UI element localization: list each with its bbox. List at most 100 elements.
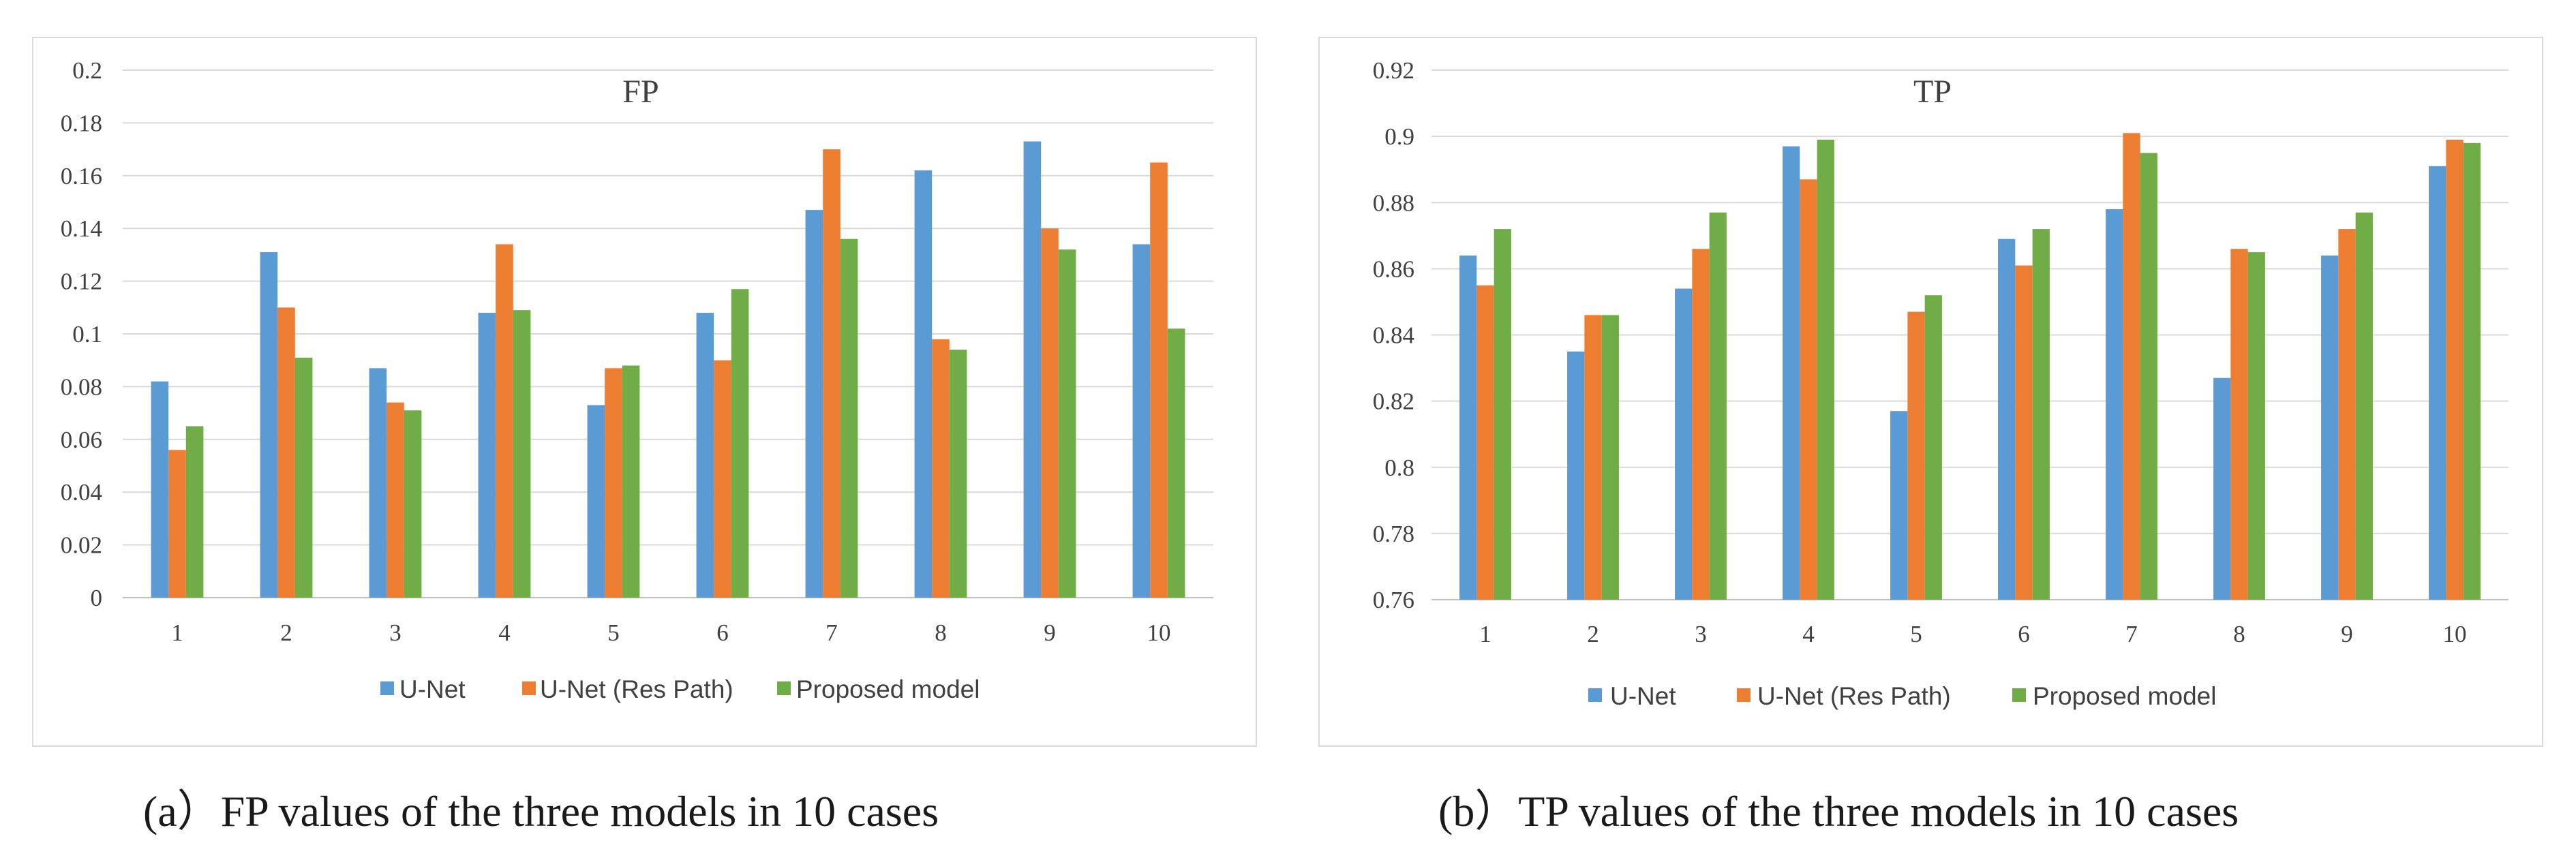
tp-bar-u-net-case-5	[1890, 411, 1908, 600]
fp-y-tick-label: 0.02	[61, 532, 102, 559]
tp-y-tick-label: 0.78	[1373, 521, 1414, 547]
fp-legend-swatch-unet-res-path	[522, 681, 536, 695]
tp-bar-proposed-model-case-3	[1709, 212, 1727, 600]
tp-x-tick-label: 7	[2125, 621, 2138, 647]
fp-y-tick-label: 0.2	[72, 57, 102, 84]
tp-legend-label-unet: U-Net	[1610, 682, 1676, 710]
tp-x-tick-label: 4	[1802, 621, 1815, 647]
fp-x-tick-label: 2	[280, 619, 292, 646]
fp-x-tick-label: 4	[498, 619, 511, 646]
fp-x-tick-label: 8	[935, 619, 947, 646]
fp-x-tick-label: 3	[389, 619, 401, 646]
tp-x-tick-label: 5	[1910, 621, 1922, 647]
fp-y-tick-label: 0.04	[61, 479, 102, 506]
tp-bar-u-net-case-1	[1459, 255, 1477, 600]
panel-fp: FP 00.020.040.060.080.10.120.140.160.180…	[32, 37, 1257, 747]
fp-bar-u-net-case-2	[260, 252, 278, 598]
tp-bar-u-net-res-path-case-2	[1584, 315, 1602, 600]
tp-x-tick-label: 3	[1695, 621, 1707, 647]
fp-y-tick-label: 0.08	[61, 373, 102, 400]
tp-y-tick-label: 0.84	[1373, 322, 1414, 349]
fp-legend-swatch-unet	[380, 681, 394, 695]
fp-x-tick-label: 10	[1147, 619, 1171, 646]
fp-x-tick-label: 1	[171, 619, 183, 646]
fp-bar-proposed-model-case-2	[294, 357, 313, 598]
tp-bar-u-net-case-8	[2213, 378, 2231, 600]
fp-bar-u-net-res-path-case-4	[496, 244, 513, 598]
tp-bars	[1459, 133, 2481, 600]
tp-bar-u-net-case-6	[1998, 239, 2016, 600]
fp-x-axis: 1 2 3 4 5 6 7 8 9 10	[171, 619, 1170, 646]
tp-bar-u-net-res-path-case-4	[1800, 179, 1817, 600]
tp-bar-proposed-model-case-8	[2247, 252, 2265, 600]
fp-bar-u-net-case-3	[369, 368, 387, 598]
tp-bar-u-net-case-2	[1567, 351, 1585, 600]
fp-bar-u-net-case-9	[1023, 141, 1042, 598]
fp-bar-proposed-model-case-4	[513, 310, 531, 598]
caption-b: (b）TP values of the three models in 10 c…	[1438, 787, 2239, 835]
tp-legend-swatch-unet-res-path	[1737, 688, 1751, 702]
fp-legend-label-unet: U-Net	[399, 675, 466, 703]
fp-bar-u-net-res-path-case-5	[605, 368, 622, 598]
tp-bar-proposed-model-case-1	[1494, 229, 1511, 600]
tp-y-tick-label: 0.82	[1373, 388, 1414, 415]
fp-bar-u-net-case-4	[478, 313, 496, 598]
tp-bar-u-net-case-10	[2429, 166, 2446, 600]
fp-y-tick-label: 0	[91, 585, 103, 611]
panel-tp: TP 0.76 0.78 0.8 0.82 0.84 0.86 0.88 0.9 0.92 1 2…	[1318, 37, 2543, 747]
fp-y-tick-label: 0.1	[72, 321, 102, 348]
fp-x-tick-label: 5	[607, 619, 620, 646]
fp-bar-proposed-model-case-3	[404, 410, 422, 598]
tp-bar-u-net-res-path-case-6	[2015, 265, 2033, 600]
tp-legend-swatch-unet	[1588, 688, 1602, 702]
tp-y-tick-label: 0.9	[1384, 123, 1414, 150]
tp-bar-u-net-case-3	[1675, 288, 1693, 600]
tp-x-tick-label: 10	[2443, 621, 2467, 647]
tp-bar-proposed-model-case-7	[2140, 153, 2157, 600]
fp-legend-swatch-proposed	[777, 681, 791, 695]
tp-legend-label-unet-res-path: U-Net (Res Path)	[1757, 682, 1951, 710]
fp-bar-u-net-case-5	[587, 405, 605, 598]
fp-y-tick-label: 0.06	[61, 427, 102, 453]
fp-x-tick-label: 6	[716, 619, 729, 646]
fp-legend: U-Net U-Net (Res Path) Proposed model	[380, 675, 980, 703]
tp-x-tick-label: 6	[2018, 621, 2030, 647]
tp-x-tick-label: 8	[2233, 621, 2245, 647]
tp-bar-u-net-res-path-case-10	[2446, 139, 2464, 600]
fp-bar-u-net-res-path-case-1	[168, 450, 186, 598]
fp-bar-proposed-model-case-1	[185, 426, 204, 598]
tp-bar-u-net-case-7	[2106, 209, 2123, 600]
fp-bar-proposed-model-case-8	[949, 350, 967, 598]
tp-bar-proposed-model-case-5	[1924, 295, 1942, 600]
tp-bar-u-net-res-path-case-3	[1692, 249, 1710, 600]
fp-y-tick-label: 0.14	[61, 215, 102, 242]
fp-bar-u-net-res-path-case-10	[1150, 162, 1168, 598]
fp-bar-u-net-res-path-case-9	[1041, 228, 1059, 598]
tp-x-tick-label: 1	[1479, 621, 1491, 647]
fp-bar-u-net-case-1	[151, 381, 169, 598]
tp-x-axis: 1 2 3 4 5 6 7 8 9 10	[1479, 621, 2466, 647]
tp-legend: U-Net U-Net (Res Path) Proposed model	[1588, 682, 2216, 710]
tp-bar-u-net-res-path-case-5	[1907, 311, 1925, 600]
tp-bar-u-net-res-path-case-7	[2123, 133, 2140, 600]
fp-y-tick-label: 0.12	[61, 268, 102, 295]
fp-y-tick-label: 0.18	[61, 110, 102, 136]
tp-bar-proposed-model-case-10	[2463, 142, 2481, 600]
tp-bar-u-net-case-4	[1783, 146, 1800, 600]
caption-a: (a）FP values of the three models in 10 c…	[143, 787, 939, 835]
tp-y-tick-label: 0.76	[1373, 587, 1414, 613]
tp-legend-label-proposed: Proposed model	[2033, 682, 2216, 710]
fp-legend-label-proposed: Proposed model	[796, 675, 980, 703]
tp-chart-title: TP	[1913, 74, 1952, 110]
fp-legend-label-unet-res-path: U-Net (Res Path)	[540, 675, 733, 703]
fp-bar-proposed-model-case-9	[1058, 249, 1076, 598]
tp-y-axis: 0.76 0.78 0.8 0.82 0.84 0.86 0.88 0.9 0.92	[1373, 57, 1414, 613]
tp-y-tick-label: 0.8	[1384, 455, 1414, 481]
tp-y-tick-label: 0.92	[1373, 57, 1414, 84]
fp-bar-proposed-model-case-10	[1167, 328, 1185, 598]
fp-bar-u-net-case-10	[1132, 244, 1151, 598]
tp-bar-proposed-model-case-9	[2355, 212, 2373, 600]
tp-y-tick-label: 0.88	[1373, 189, 1414, 216]
tp-bar-proposed-model-case-4	[1817, 139, 1834, 600]
